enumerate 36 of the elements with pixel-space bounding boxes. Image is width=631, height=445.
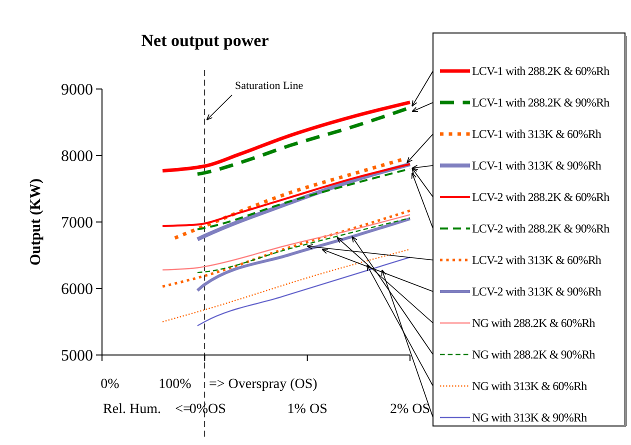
- x-tick-label: 1% OS: [287, 402, 328, 417]
- x-tick-label: 2% OS: [390, 402, 430, 417]
- line-series: [162, 248, 411, 322]
- line-series: [196, 256, 411, 326]
- y-tick-label: 6000: [61, 281, 93, 298]
- text: <=: [175, 402, 191, 417]
- text: 0%: [100, 377, 120, 392]
- chart-title: Net output power: [141, 31, 270, 50]
- line-series: [162, 214, 411, 270]
- y-tick-label: 9000: [61, 82, 93, 99]
- legend-label: LCV-2 with 288.2K & 90%Rh: [472, 222, 610, 236]
- legend-label: LCV-2 with 313K & 90%Rh: [472, 284, 602, 298]
- legend-label: NG with 313K & 90%Rh: [472, 410, 588, 424]
- line-series: [196, 217, 412, 292]
- line-series: [162, 163, 411, 227]
- legend-label: LCV-1 with 288.2K & 60%Rh: [472, 64, 610, 78]
- line-series: [160, 100, 412, 173]
- text: Rel. Hum.: [103, 402, 161, 417]
- legend-label: LCV-1 with 313K & 90%Rh: [472, 158, 602, 172]
- x-tick-label: 0%OS: [189, 402, 226, 417]
- y-axis-title: Output (KW): [28, 178, 44, 266]
- legend-label: NG with 288.2K & 90%Rh: [472, 348, 596, 362]
- legend-label: LCV-1 with 313K & 60%Rh: [472, 127, 602, 141]
- legend-label: LCV-2 with 288.2K & 60%Rh: [472, 190, 610, 204]
- legend-label: NG with 313K & 60%Rh: [472, 379, 588, 393]
- y-tick-label: 7000: [61, 214, 93, 232]
- y-tick-label: 5000: [61, 348, 93, 365]
- text: => Overspray (OS): [209, 377, 318, 392]
- text: 100%: [158, 377, 192, 392]
- legend-label: NG with 288.2K & 60%Rh: [472, 316, 596, 330]
- y-tick-label: 8000: [61, 148, 93, 166]
- ref-line-label: Saturation Line: [235, 80, 304, 92]
- line-series: [161, 209, 412, 288]
- legend-label: LCV-2 with 313K & 60%Rh: [472, 253, 602, 267]
- legend-label: LCV-1 with 288.2K & 90%Rh: [472, 96, 610, 110]
- line-series: [196, 217, 411, 274]
